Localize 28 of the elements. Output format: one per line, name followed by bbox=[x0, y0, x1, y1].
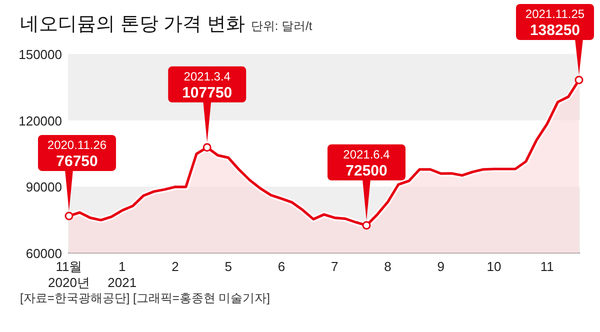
data-label: 2020.11.26 76750 bbox=[47, 138, 107, 170]
chart-title: 네오디뮴의 톤당 가격 변화 bbox=[20, 14, 245, 35]
data-label: 2021.11.25 138250 bbox=[525, 7, 585, 39]
data-label: 2021.3.4 107750 bbox=[182, 69, 232, 102]
x-tick-label: 7 bbox=[331, 259, 338, 274]
x-tick-label: 11 bbox=[540, 259, 554, 274]
value-label: 2021.11.25 138250 bbox=[516, 4, 594, 84]
text: [자료=한국광해공단] [그래픽=홍종현 미술기자] bbox=[20, 291, 270, 305]
point bbox=[574, 76, 584, 84]
chart-subtitle: 단위: 달러/t bbox=[250, 19, 313, 33]
x-tick-label: 2 bbox=[172, 259, 179, 274]
y-tick-label: 60000 bbox=[26, 246, 62, 261]
x-tick-label: 9 bbox=[437, 259, 444, 274]
x-tick-label: 11월 2020년 bbox=[48, 259, 90, 290]
x-tick-label: 6 bbox=[278, 259, 286, 274]
point bbox=[362, 221, 371, 230]
data-label: 2021.6.4 72500 bbox=[343, 147, 390, 180]
x-tick-label: 10 bbox=[486, 259, 502, 274]
y-tick-label: 150000 bbox=[18, 47, 62, 62]
value-label: 2021.3.4 107750 bbox=[168, 66, 246, 152]
x-tick-label: 8 bbox=[384, 259, 392, 274]
point bbox=[202, 143, 212, 152]
point bbox=[64, 212, 74, 220]
y-tick-label: 90000 bbox=[26, 180, 62, 195]
value-label: 2021.6.4 72500 bbox=[328, 144, 406, 230]
x-tick-label: 1 2021 bbox=[108, 259, 137, 290]
x-tick-label: 5 bbox=[224, 259, 232, 274]
y-tick-label: 120000 bbox=[18, 113, 62, 128]
